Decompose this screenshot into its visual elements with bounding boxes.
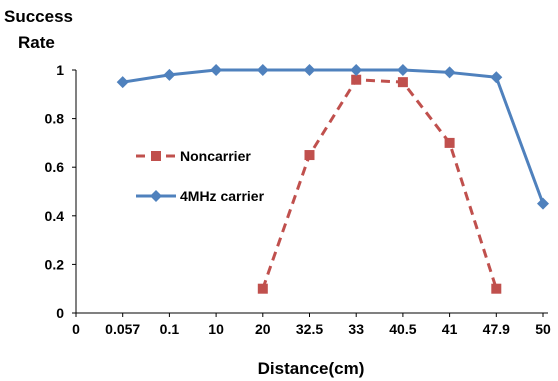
data-point-4mhz-carrier [303,64,316,76]
series-group [116,64,549,294]
data-point-4mhz-carrier [443,66,456,79]
x-tick-label: 41 [442,321,458,337]
legend: Noncarrier 4MHz carrier [136,148,265,204]
data-point-4mhz-carrier [396,64,409,76]
x-tick-label: 0.057 [105,321,140,337]
data-point-4mhz-carrier [350,64,363,76]
y-tick-label: 0 [56,305,64,321]
y-tick-label: 0.6 [45,159,65,175]
series-line-4mhz-carrier [122,68,545,205]
y-tick-label: 1 [56,62,64,78]
data-point-4mhz-carrier [163,68,176,81]
x-tick-label: 47.9 [483,321,510,337]
x-tick-label: 10 [208,321,224,337]
y-tick-label: 0.2 [45,256,65,272]
y-tick-label: 0.8 [45,111,65,127]
data-point-noncarrier [304,150,315,161]
legend-label-noncarrier: Noncarrier [180,148,251,164]
x-tick-label: 33 [348,321,364,337]
data-point-noncarrier [397,77,408,88]
y-tick-label: 0.4 [45,208,65,224]
data-point-4mhz-carrier [537,197,549,210]
data-point-4mhz-carrier [210,64,223,76]
x-tick-label: 50 [535,321,551,337]
x-tick-label: 0 [72,321,80,337]
x-tick-label: 0.1 [160,321,180,337]
y-ticks: 0 0.2 0.4 0.6 0.8 1 [45,62,76,321]
data-point-4mhz-carrier [116,76,129,89]
series-line-noncarrier [261,78,498,290]
y-axis-label-line2: Rate [18,33,55,52]
data-point-noncarrier [351,74,362,85]
data-point-noncarrier [491,283,502,294]
data-point-4mhz-carrier [490,71,503,84]
legend-marker-noncarrier [151,151,161,161]
x-axis-label: Distance(cm) [258,359,365,378]
data-point-noncarrier [257,283,268,294]
legend-marker-4mhz-carrier [150,190,162,202]
series-4mhz-carrier [116,64,549,210]
data-point-noncarrier [444,137,455,148]
series-noncarrier [257,74,502,294]
y-axis-label-line1: Success [4,7,73,26]
x-tick-label: 20 [255,321,271,337]
legend-label-4mhz-carrier: 4MHz carrier [180,188,265,204]
data-point-4mhz-carrier [256,64,269,76]
x-ticks: 0 0.057 0.1 10 20 32.5 33 40.5 41 47.9 50 [72,313,551,337]
x-tick-label: 32.5 [296,321,323,337]
x-tick-label: 40.5 [389,321,416,337]
